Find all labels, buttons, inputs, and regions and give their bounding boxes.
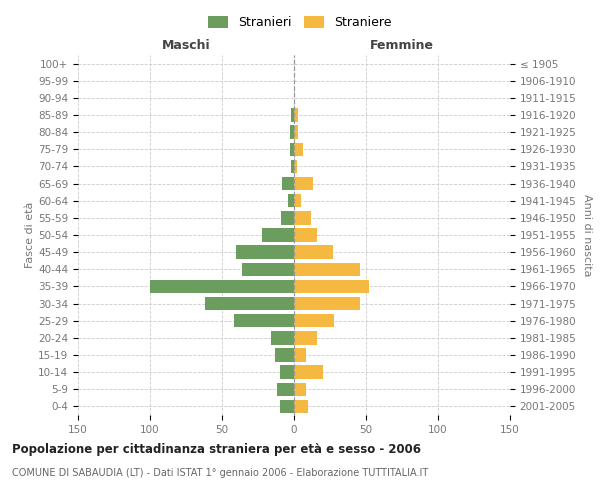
Legend: Stranieri, Straniere: Stranieri, Straniere <box>203 11 397 34</box>
Bar <box>150 280 294 293</box>
Bar <box>233 314 294 328</box>
Bar <box>294 228 317 241</box>
Bar <box>277 382 294 396</box>
Bar <box>294 126 298 139</box>
Bar <box>280 366 294 379</box>
Bar <box>236 246 294 259</box>
Bar <box>294 314 334 328</box>
Bar <box>281 211 294 224</box>
Bar <box>294 331 317 344</box>
Bar <box>294 142 302 156</box>
Bar <box>205 297 294 310</box>
Text: COMUNE DI SABAUDIA (LT) - Dati ISTAT 1° gennaio 2006 - Elaborazione TUTTITALIA.I: COMUNE DI SABAUDIA (LT) - Dati ISTAT 1° … <box>12 468 428 477</box>
Bar <box>294 177 313 190</box>
Bar <box>294 280 369 293</box>
Text: Popolazione per cittadinanza straniera per età e sesso - 2006: Popolazione per cittadinanza straniera p… <box>12 442 421 456</box>
Bar <box>242 262 294 276</box>
Bar <box>294 246 333 259</box>
Bar <box>283 177 294 190</box>
Bar <box>294 108 298 122</box>
Bar <box>290 126 294 139</box>
Bar <box>294 194 301 207</box>
Bar <box>275 348 294 362</box>
Bar <box>291 160 294 173</box>
Y-axis label: Fasce di età: Fasce di età <box>25 202 35 268</box>
Bar <box>294 366 323 379</box>
Bar <box>262 228 294 241</box>
Bar <box>294 211 311 224</box>
Bar <box>288 194 294 207</box>
Text: Femmine: Femmine <box>370 38 434 52</box>
Bar <box>294 348 305 362</box>
Bar <box>291 108 294 122</box>
Bar <box>290 142 294 156</box>
Bar <box>294 382 305 396</box>
Y-axis label: Anni di nascita: Anni di nascita <box>582 194 592 276</box>
Bar <box>294 160 297 173</box>
Bar <box>294 297 360 310</box>
Text: Maschi: Maschi <box>161 38 211 52</box>
Bar <box>294 262 360 276</box>
Bar <box>294 400 308 413</box>
Bar <box>280 400 294 413</box>
Bar <box>271 331 294 344</box>
